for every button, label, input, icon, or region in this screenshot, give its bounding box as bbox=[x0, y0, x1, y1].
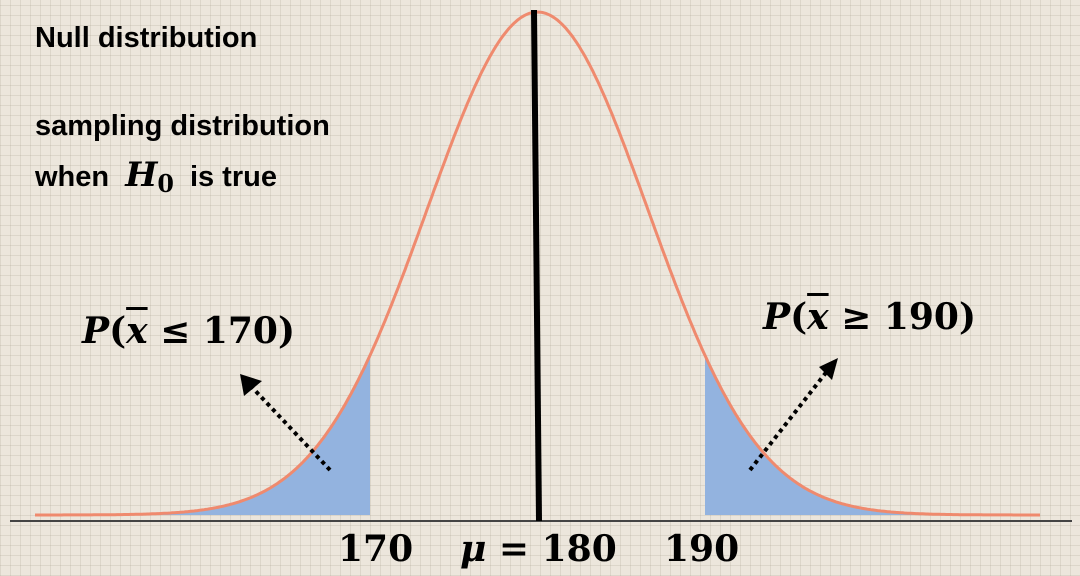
h0-symbol: H0 bbox=[125, 155, 174, 198]
left-arrow-head bbox=[240, 374, 262, 396]
axis-label-190: 190 bbox=[664, 528, 740, 570]
axis-label-170: 170 bbox=[338, 528, 414, 570]
right-probability-label: P(x ≥ 190) bbox=[763, 296, 977, 338]
subtitle-line-2: when H0 is true bbox=[35, 155, 277, 198]
title: Null distribution bbox=[35, 22, 258, 54]
right-tail-area bbox=[705, 355, 1040, 515]
subtitle-line-1: sampling distribution bbox=[35, 110, 330, 142]
right-tail-arrow bbox=[748, 368, 830, 472]
axis-label-mean: μ = 180 bbox=[460, 528, 617, 570]
normal-curve bbox=[35, 10, 1040, 517]
left-probability-label: P(x ≤ 170) bbox=[82, 310, 296, 352]
left-tail-arrow bbox=[246, 381, 332, 472]
mean-line bbox=[531, 9, 542, 522]
left-tail-area bbox=[35, 355, 370, 515]
right-arrow-head bbox=[819, 358, 838, 380]
